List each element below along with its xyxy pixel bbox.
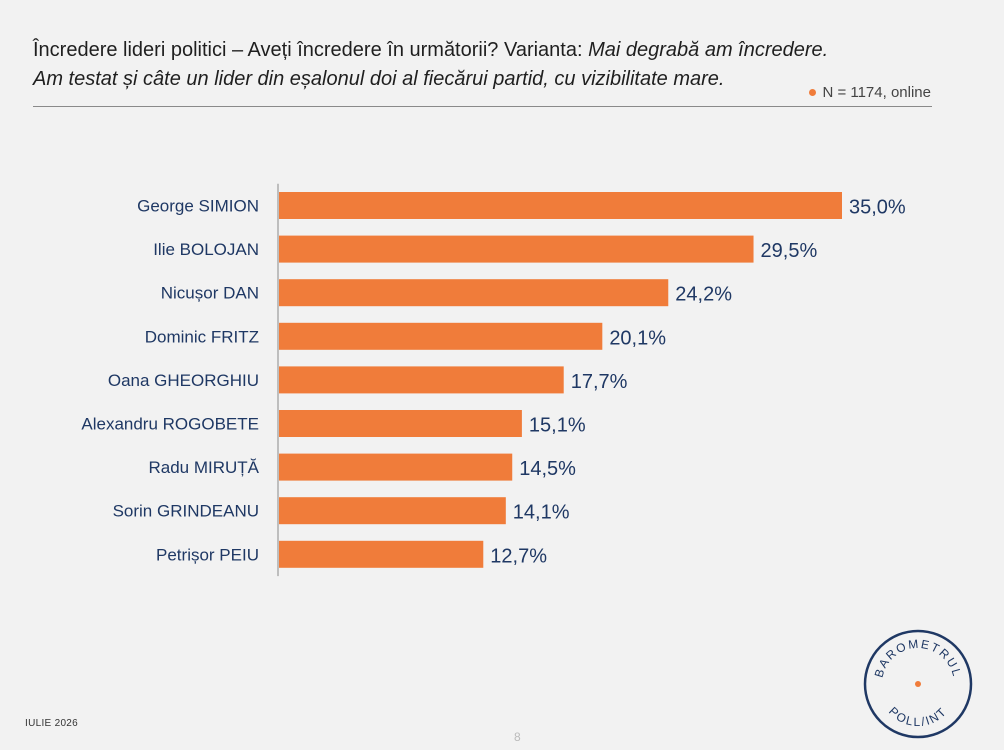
category-label: Dominic FRITZ <box>145 327 259 346</box>
page-number: 8 <box>514 730 521 744</box>
data-label: 24,2% <box>675 284 732 306</box>
bar <box>279 540 484 568</box>
bar <box>279 366 564 394</box>
logo-text-bottom: POLL/INT <box>886 704 950 729</box>
barometrul-logo: BAROMETRUL POLL/INT <box>863 629 973 739</box>
logo-center-dot <box>915 681 921 687</box>
category-label: Nicușor DAN <box>161 284 259 303</box>
title-text: Încredere lideri politici – Aveți încred… <box>33 39 589 61</box>
chart-title: Încredere lideri politici – Aveți încred… <box>33 36 913 94</box>
sample-note: N = 1174, online <box>809 84 931 101</box>
data-label: 29,5% <box>761 240 818 262</box>
category-label: Petrișor PEIU <box>156 545 259 564</box>
sample-size-label: N = 1174, online <box>822 84 931 101</box>
data-label: 20,1% <box>609 327 666 349</box>
category-label: Ilie BOLOJAN <box>153 240 259 259</box>
bar <box>279 279 669 307</box>
logo-ring <box>863 629 973 739</box>
category-label: Radu MIRUȚĂ <box>148 458 259 477</box>
bar <box>279 192 842 219</box>
footer-date: IULIE 2026 <box>25 718 79 729</box>
bar <box>279 453 513 481</box>
bar <box>279 410 522 437</box>
data-label: 17,7% <box>571 371 628 393</box>
bar <box>279 235 754 263</box>
category-label: Sorin GRINDEANU <box>113 502 259 521</box>
category-label: Alexandru ROGOBETE <box>81 415 259 434</box>
data-label: 12,7% <box>490 545 547 567</box>
bar-chart: George SIMION 35,0% Ilie BOLOJAN 29,5% Nicuș… <box>81 183 906 577</box>
bullet-dot-icon <box>809 89 817 96</box>
category-label: Oana GHEORGHIU <box>108 371 259 390</box>
bar <box>279 497 506 525</box>
data-label: 15,1% <box>529 415 586 437</box>
bar <box>279 322 603 350</box>
data-label: 14,5% <box>519 458 576 480</box>
data-label: 14,1% <box>513 502 570 524</box>
data-label: 35,0% <box>849 197 906 219</box>
chart-subtitle: Am testat și câte un lider din eșalonul … <box>33 68 725 90</box>
title-variant: Mai degrabă am încredere. <box>588 39 829 61</box>
category-label: George SIMION <box>137 197 259 216</box>
header-divider <box>33 106 932 107</box>
